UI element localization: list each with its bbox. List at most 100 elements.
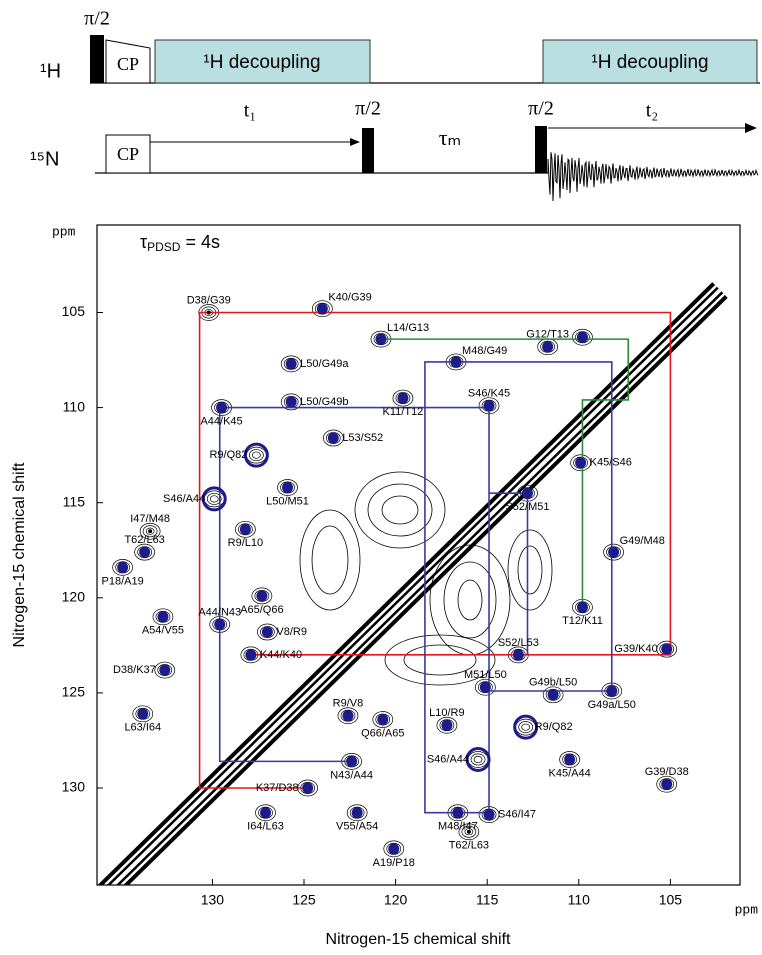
peak [606, 685, 617, 696]
n-pulse [535, 126, 547, 173]
cp-label: CP [117, 54, 139, 74]
peak-label: S52/M51 [505, 501, 549, 513]
peak-label: D38/K37 [113, 664, 156, 676]
peak [245, 649, 256, 660]
peak-label: L50/G49b [300, 396, 348, 408]
annotation-subscript: PDSD [147, 240, 181, 254]
peak [317, 303, 328, 314]
cp-label: CP [117, 144, 139, 164]
peak-label: A65/Q66 [240, 604, 283, 616]
contour [210, 496, 218, 502]
peak [137, 708, 148, 719]
peak-label: K44/K40 [260, 649, 302, 661]
peak-label: G39/K40 [614, 643, 657, 655]
peak [282, 482, 293, 493]
peak-label: A54/V55 [142, 625, 184, 637]
arrow-head [745, 123, 757, 133]
h-pulse [90, 35, 104, 83]
peak-label: R9/Q82 [535, 721, 573, 733]
x-tick-label: 110 [568, 892, 591, 908]
peak [260, 807, 271, 818]
x-axis-title: Nitrogen-15 chemical shift [326, 931, 512, 948]
peak [484, 809, 495, 820]
peak-label: A44/K45 [200, 415, 242, 427]
peak [256, 590, 267, 601]
peak [484, 400, 495, 411]
pulse-label: π/2 [84, 8, 110, 30]
peak-label: L50/G49a [300, 358, 349, 370]
peak-label: R9/V8 [333, 698, 364, 710]
peak-label: D38/G39 [187, 294, 231, 306]
peak-label: S46/K45 [468, 388, 510, 400]
peak [286, 396, 297, 407]
peak [608, 547, 619, 558]
peak-label: L63/I64 [124, 722, 161, 734]
peak [240, 524, 251, 535]
plot: 130125120115110105105110115120125130D38/… [62, 292, 689, 908]
x-tick-label: 105 [659, 892, 683, 908]
peak [388, 843, 399, 854]
x-tick-label: 120 [384, 892, 408, 908]
peak [522, 488, 533, 499]
peak [157, 611, 168, 622]
peak [575, 457, 586, 468]
x-tick-label: 130 [201, 892, 225, 908]
peak [564, 754, 575, 765]
peak [548, 689, 559, 700]
mixing-label: τₘ [439, 125, 462, 150]
peak-label: K11/T12 [383, 406, 424, 418]
peak-label: M48/G49 [462, 345, 507, 357]
decoupling-label: ¹H decoupling [591, 52, 708, 73]
peak [117, 562, 128, 573]
peak-label: G39/D38 [645, 766, 689, 778]
peak-label: V8/R9 [276, 626, 307, 638]
peak-label: K40/G39 [328, 292, 371, 304]
annotation-symbol: τ [140, 232, 147, 252]
peak-label: T62/L63 [449, 840, 489, 852]
contour [474, 756, 482, 762]
peak-label: K45/A44 [549, 767, 591, 779]
peak [577, 332, 588, 343]
peak-label: L10/R9 [429, 707, 464, 719]
contour [252, 452, 260, 458]
peak [346, 756, 357, 767]
peak-label: M51/L50 [464, 669, 507, 681]
peak [352, 807, 363, 818]
peak [148, 529, 152, 533]
y-axis-title: Nitrogen-15 chemical shift [11, 462, 28, 648]
peak-label: K37/D38 [256, 782, 299, 794]
contour [522, 724, 530, 730]
pulse-label: π/2 [355, 98, 381, 120]
y-unit: ppm [52, 224, 76, 239]
pulse-label: π/2 [528, 98, 554, 120]
peak [139, 547, 150, 558]
y-tick-label: 130 [62, 779, 86, 795]
peak-label: G49b/L50 [529, 677, 577, 689]
peak [513, 649, 524, 660]
peak-label: K45/S46 [590, 457, 632, 469]
t2-label: t₂ [646, 100, 659, 122]
peak [542, 341, 553, 352]
peak [452, 807, 463, 818]
contours [100, 290, 720, 898]
y-tick-label: 110 [63, 398, 86, 414]
peak [397, 393, 408, 404]
peak-label: T12/K11 [562, 615, 603, 627]
peak [451, 356, 462, 367]
peak [328, 433, 339, 444]
plot-area [113, 301, 677, 857]
peak [207, 310, 211, 314]
peak [480, 682, 491, 693]
contour [249, 450, 263, 461]
peak [159, 665, 170, 676]
peak-label: A19/P18 [373, 857, 415, 869]
peak [661, 644, 672, 655]
assignment-walk [381, 339, 628, 607]
peak [441, 720, 452, 731]
peak-label: R9/L10 [228, 537, 263, 549]
figure: π/2 CP ¹H decoupling ¹H decoupling ¹H CP… [0, 0, 762, 950]
x-tick-label: 125 [292, 892, 316, 908]
peak-label: M48/I47 [438, 821, 478, 833]
contour [519, 722, 533, 733]
peak [375, 334, 386, 345]
